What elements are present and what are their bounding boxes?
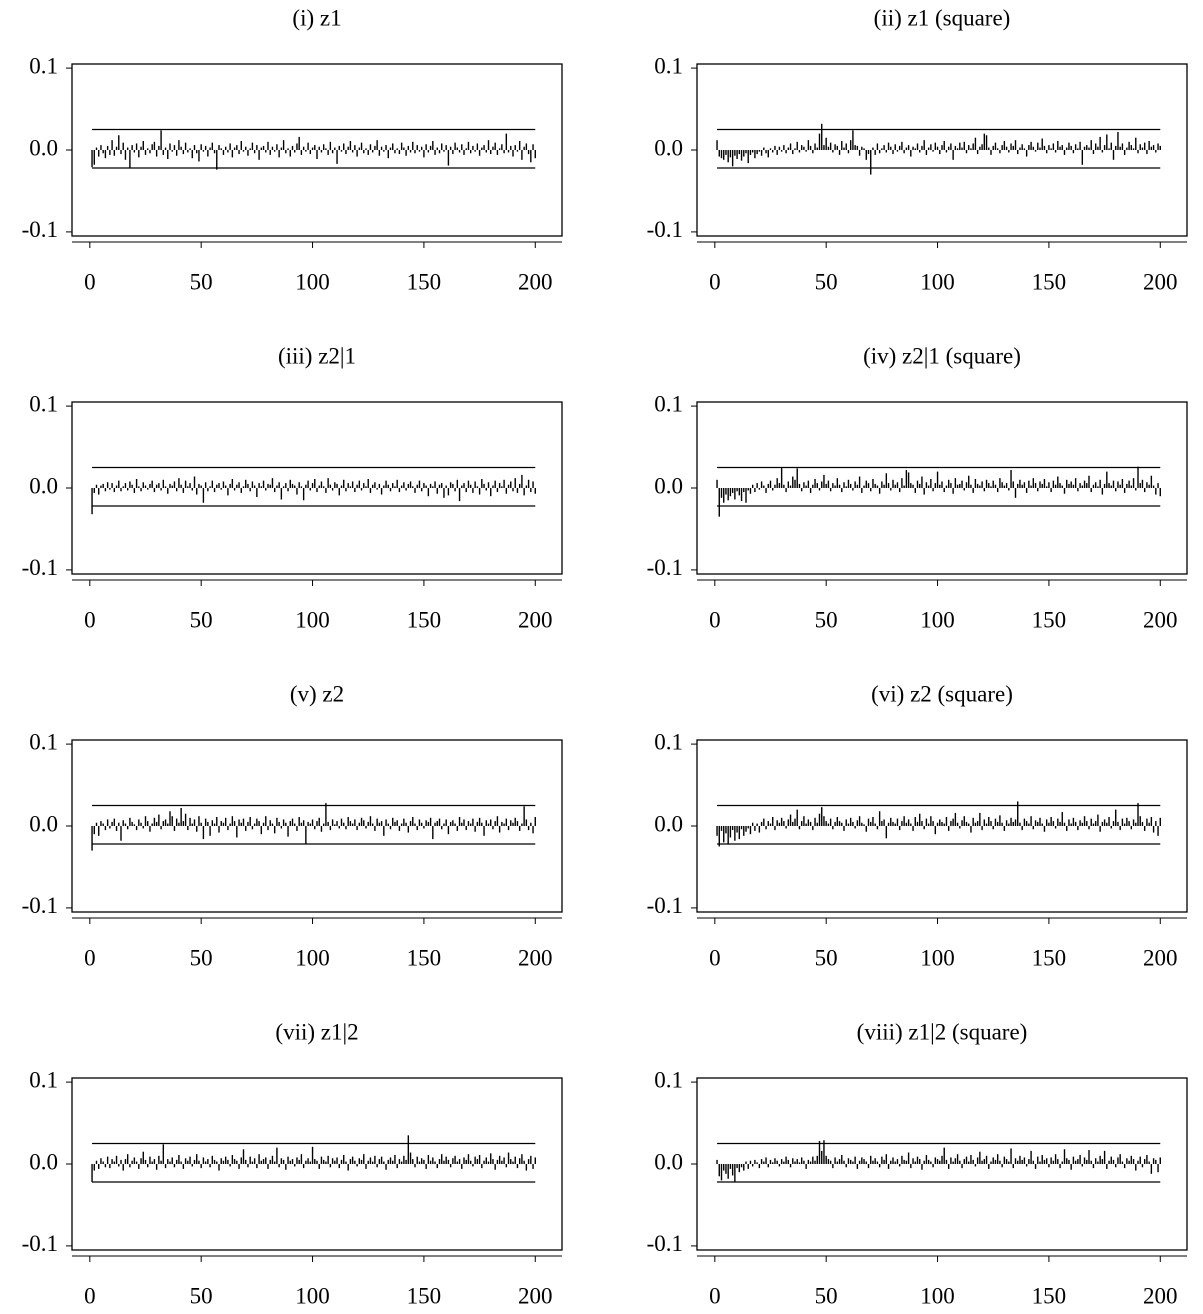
x-tick-label: 100 xyxy=(920,1283,955,1308)
x-tick-label: 200 xyxy=(518,1283,553,1308)
y-tick-label: -0.1 xyxy=(22,217,58,242)
x-tick-label: 0 xyxy=(709,607,721,632)
x-tick-label: 150 xyxy=(1032,607,1067,632)
x-tick-label: 100 xyxy=(295,1283,330,1308)
x-tick-label: 0 xyxy=(709,1283,721,1308)
y-tick-label: -0.1 xyxy=(647,893,683,918)
x-tick-label: 150 xyxy=(1032,945,1067,970)
y-tick-label: 0.0 xyxy=(654,473,683,498)
x-tick-label: 0 xyxy=(84,1283,96,1308)
y-tick-label: 0.0 xyxy=(29,1149,58,1174)
x-tick-label: 50 xyxy=(815,269,838,294)
x-tick-label: 0 xyxy=(709,945,721,970)
y-tick-label: 0.0 xyxy=(654,811,683,836)
x-tick-label: 200 xyxy=(518,269,553,294)
panel-title: (vii) z1|2 xyxy=(275,1019,358,1044)
x-tick-label: 100 xyxy=(295,945,330,970)
panel-title: (v) z2 xyxy=(290,681,344,706)
x-tick-label: 100 xyxy=(295,269,330,294)
x-tick-label: 150 xyxy=(407,607,442,632)
x-tick-label: 100 xyxy=(920,945,955,970)
x-tick-label: 150 xyxy=(407,945,442,970)
y-tick-label: 0.0 xyxy=(29,135,58,160)
y-tick-label: -0.1 xyxy=(647,217,683,242)
y-tick-label: -0.1 xyxy=(647,555,683,580)
x-tick-label: 0 xyxy=(84,269,96,294)
x-tick-label: 50 xyxy=(190,945,213,970)
x-tick-label: 0 xyxy=(84,607,96,632)
y-tick-label: 0.0 xyxy=(654,1149,683,1174)
x-tick-label: 200 xyxy=(1143,945,1178,970)
y-tick-label: 0.1 xyxy=(654,391,683,416)
x-tick-label: 200 xyxy=(518,607,553,632)
x-tick-label: 150 xyxy=(407,269,442,294)
x-tick-label: 200 xyxy=(1143,607,1178,632)
y-tick-label: 0.1 xyxy=(29,53,58,78)
y-tick-label: 0.1 xyxy=(29,1067,58,1092)
y-tick-label: -0.1 xyxy=(647,1231,683,1256)
y-tick-label: 0.1 xyxy=(29,391,58,416)
y-tick-label: 0.0 xyxy=(654,135,683,160)
y-tick-label: 0.0 xyxy=(29,473,58,498)
y-tick-label: 0.1 xyxy=(654,729,683,754)
x-tick-label: 100 xyxy=(920,269,955,294)
x-tick-label: 200 xyxy=(1143,1283,1178,1308)
x-tick-label: 50 xyxy=(815,607,838,632)
x-tick-label: 50 xyxy=(190,607,213,632)
x-tick-label: 0 xyxy=(84,945,96,970)
x-tick-label: 150 xyxy=(407,1283,442,1308)
x-tick-label: 150 xyxy=(1032,269,1067,294)
x-tick-label: 100 xyxy=(920,607,955,632)
x-tick-label: 100 xyxy=(295,607,330,632)
y-tick-label: 0.1 xyxy=(654,1067,683,1092)
y-tick-label: -0.1 xyxy=(22,1231,58,1256)
y-tick-label: 0.1 xyxy=(29,729,58,754)
x-tick-label: 150 xyxy=(1032,1283,1067,1308)
panel-title: (iv) z2|1 (square) xyxy=(863,343,1021,368)
x-tick-label: 50 xyxy=(815,1283,838,1308)
y-tick-label: -0.1 xyxy=(22,893,58,918)
panel-title: (ii) z1 (square) xyxy=(874,5,1011,30)
y-tick-label: 0.1 xyxy=(654,53,683,78)
x-tick-label: 50 xyxy=(190,269,213,294)
x-tick-label: 200 xyxy=(518,945,553,970)
y-tick-label: 0.0 xyxy=(29,811,58,836)
x-tick-label: 0 xyxy=(709,269,721,294)
panel-title: (vi) z2 (square) xyxy=(871,681,1013,706)
x-tick-label: 200 xyxy=(1143,269,1178,294)
panel-title: (iii) z2|1 xyxy=(278,343,356,368)
panel-title: (i) z1 xyxy=(292,5,341,30)
y-tick-label: -0.1 xyxy=(22,555,58,580)
x-tick-label: 50 xyxy=(190,1283,213,1308)
panel-title: (viii) z1|2 (square) xyxy=(857,1019,1028,1044)
x-tick-label: 50 xyxy=(815,945,838,970)
